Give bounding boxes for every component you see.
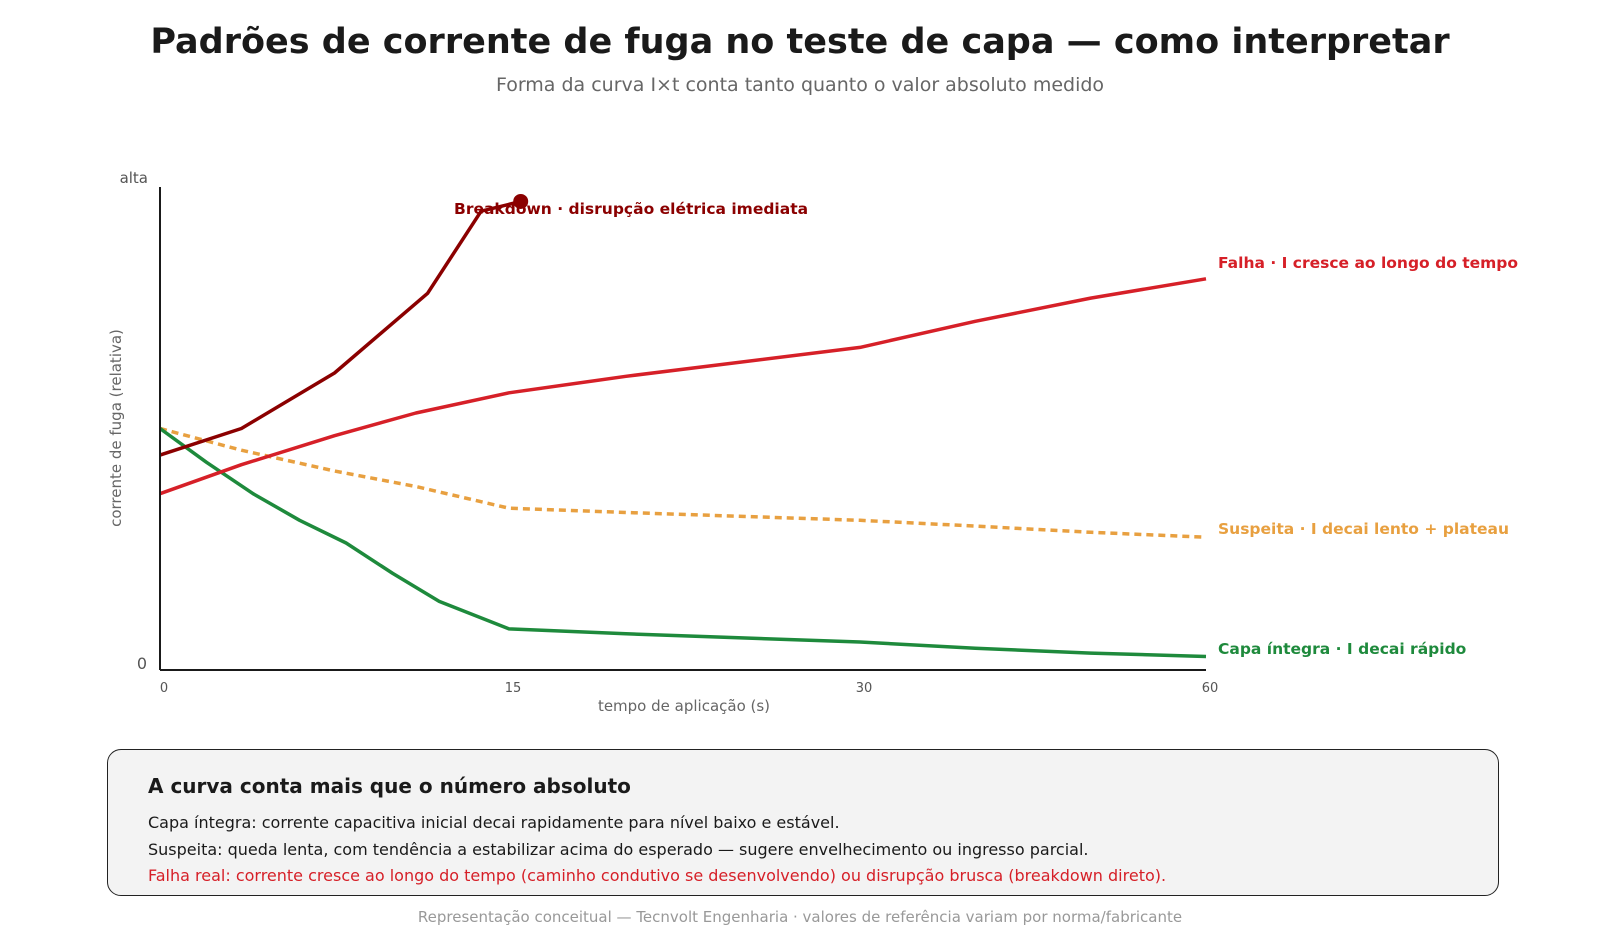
y-axis-label: corrente de fuga (relativa) (107, 329, 125, 527)
y-tick-label: alta (120, 169, 148, 187)
interpretation-panel: A curva conta mais que o número absoluto… (107, 749, 1499, 896)
x-tick-label: 15 (505, 681, 522, 696)
chart-subtitle: Forma da curva I×t conta tanto quanto o … (495, 74, 1105, 96)
panel-line-intact: Capa íntegra: corrente capacitiva inicia… (148, 813, 840, 832)
panel-line-suspect: Suspeita: queda lenta, com tendência a e… (148, 840, 1089, 859)
series-label: Breakdown · disrupção elétrica imediata (454, 200, 808, 218)
y-tick-labels: 0 alta (120, 169, 148, 673)
series-label: Falha · I cresce ao longo do tempo (1218, 254, 1518, 272)
chart-title: Padrões de corrente de fuga no teste de … (150, 22, 1450, 62)
x-tick-label: 0 (160, 681, 168, 696)
panel-title: A curva conta mais que o número absoluto (148, 774, 631, 798)
x-axis-label: tempo de aplicação (s) (598, 697, 770, 715)
series-line (158, 427, 1207, 659)
series-labels: Breakdown · disrupção elétrica imediata F… (454, 200, 1518, 658)
series-line (159, 277, 1207, 496)
line-chart: 0 15 30 60 0 alta Breakdown · disrupção elét… (107, 169, 1518, 715)
panel-line-failure: Falha real: corrente cresce ao longo do … (148, 866, 1167, 885)
series-label: Capa íntegra · I decai rápido (1218, 640, 1466, 658)
series-line (159, 426, 1207, 539)
x-tick-label: 60 (1202, 681, 1219, 696)
x-tick-labels: 0 15 30 60 (160, 681, 1218, 696)
breakdown-marker (513, 193, 529, 209)
footer-note: Representação conceitual — Tecnvolt Enge… (417, 908, 1183, 926)
series-layer (158, 193, 1207, 659)
series-line (159, 199, 522, 457)
x-tick-label: 30 (856, 681, 873, 696)
series-label: Suspeita · I decai lento + plateau (1218, 520, 1509, 538)
y-tick-label: 0 (137, 654, 147, 673)
